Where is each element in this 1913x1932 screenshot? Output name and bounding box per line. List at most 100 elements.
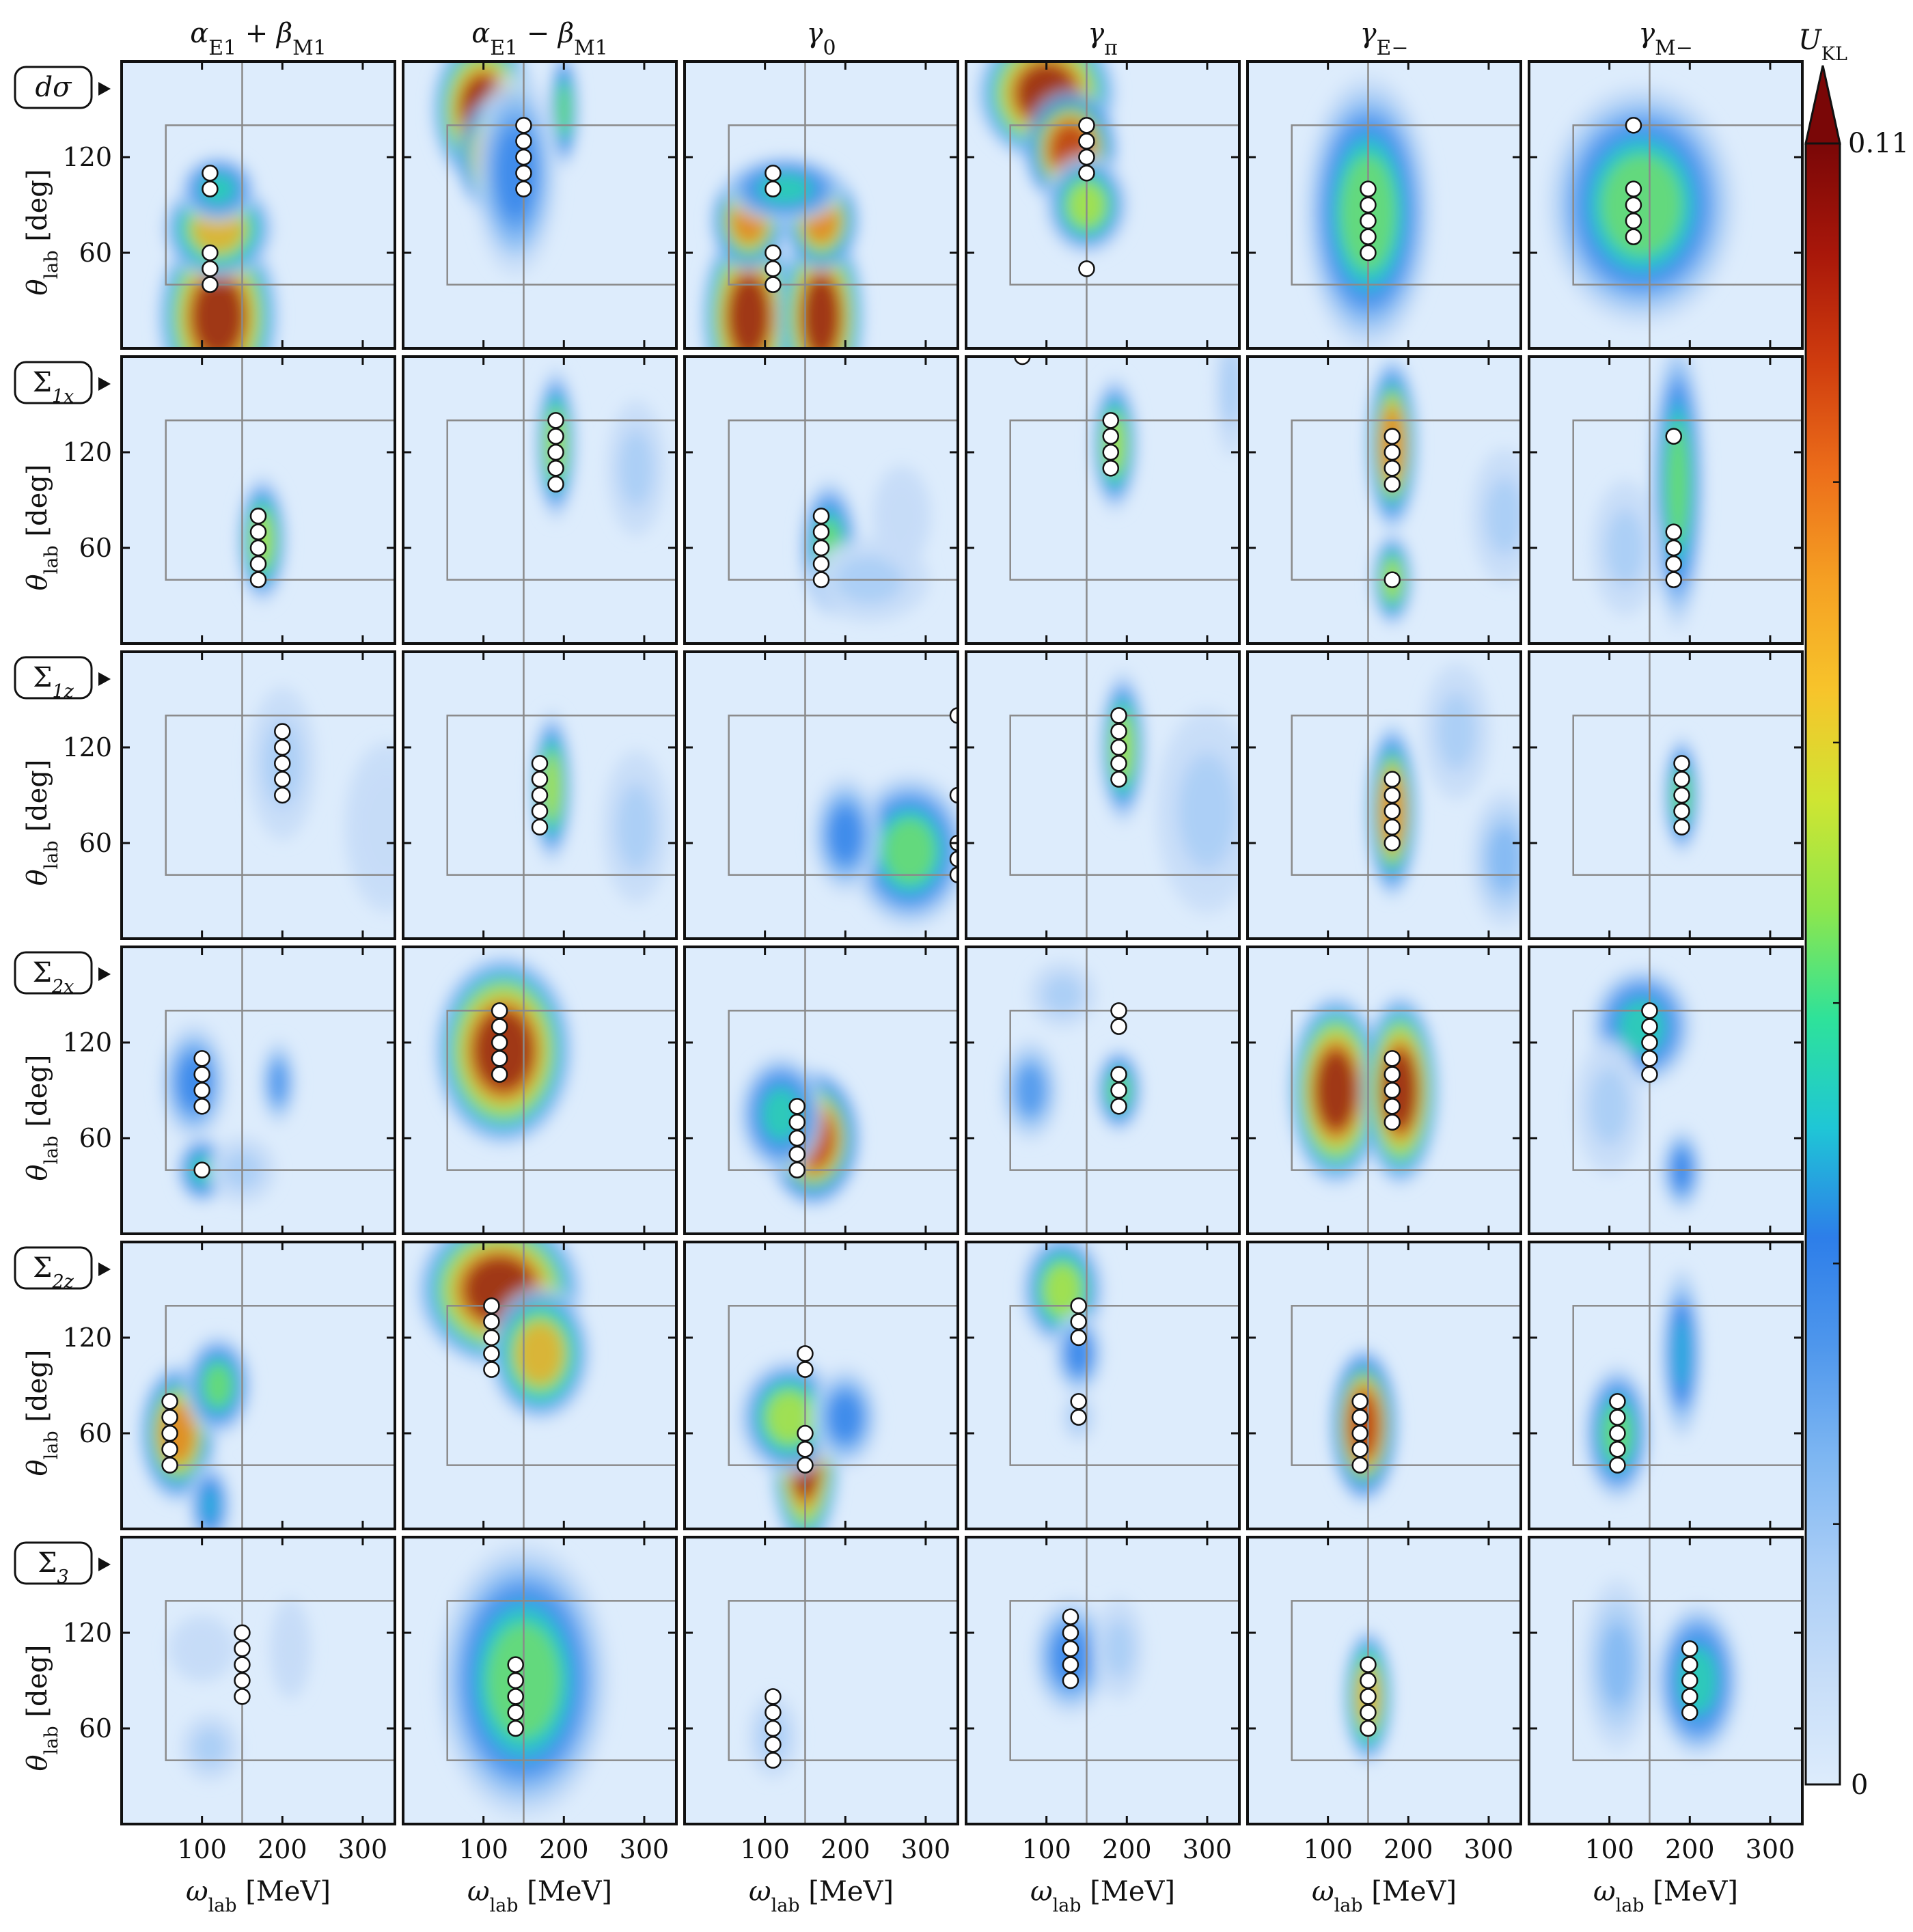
- data-point: [483, 1361, 500, 1378]
- data-point: [531, 786, 549, 804]
- data-point: [547, 443, 564, 461]
- inner-region-box: [446, 1010, 676, 1171]
- data-point: [531, 771, 549, 788]
- data-point: [1360, 1688, 1377, 1705]
- heatmap-field: [1287, 993, 1440, 1187]
- y-tick-label: 60: [79, 828, 112, 858]
- data-point: [515, 148, 532, 166]
- panel-frame: [1528, 1241, 1804, 1530]
- data-point: [1681, 1640, 1698, 1657]
- heatmap-field: [700, 154, 866, 348]
- data-point: [1110, 739, 1127, 756]
- x-tick-label: 100: [1584, 1834, 1634, 1864]
- inner-region-box: [1009, 124, 1239, 286]
- inner-region-box: [165, 715, 395, 876]
- data-point: [249, 555, 267, 572]
- x-axis-label: ωlab [MeV]: [1030, 1876, 1175, 1916]
- data-point: [1641, 1066, 1658, 1083]
- data-point: [1110, 1098, 1127, 1115]
- panel-frame: [965, 1536, 1241, 1825]
- heat-band: [1185, 769, 1229, 854]
- panel-r3-c6: [1528, 650, 1804, 940]
- data-point: [1014, 357, 1031, 365]
- data-point: [1102, 428, 1120, 445]
- panel-frame: [120, 355, 396, 645]
- panel-frame: [965, 60, 1241, 350]
- panel-frame: [683, 1536, 959, 1825]
- heat-band: [1224, 360, 1239, 417]
- y-axis-label: θlab [deg]: [22, 465, 62, 591]
- data-point: [1102, 460, 1120, 477]
- y-axis-label: θlab [deg]: [22, 760, 62, 886]
- data-point: [1681, 1656, 1698, 1673]
- heat-band: [889, 495, 914, 538]
- data-point: [1673, 818, 1690, 836]
- heat-band: [518, 1325, 562, 1382]
- data-point: [249, 539, 267, 557]
- column-title-4: γπ: [1088, 18, 1118, 60]
- data-point: [1609, 1457, 1626, 1474]
- panel-frame: [683, 355, 959, 645]
- data-point: [765, 1704, 782, 1721]
- data-point: [249, 508, 267, 525]
- data-point: [765, 1720, 782, 1737]
- inner-region-box: [728, 1600, 958, 1761]
- data-point: [1078, 117, 1095, 134]
- panel-frame: [683, 650, 959, 940]
- colorbar-gradient: [1806, 143, 1840, 1784]
- inner-region-box: [165, 1305, 395, 1466]
- x-axis-label: ωlab [MeV]: [1593, 1876, 1738, 1916]
- x-tick-label: 200: [1665, 1834, 1715, 1864]
- data-point: [1641, 1018, 1658, 1035]
- data-point: [812, 539, 830, 557]
- data-point: [202, 244, 219, 262]
- y-tick-label: 60: [79, 1418, 112, 1448]
- colorbar: UKL 0.11 0: [1798, 25, 1909, 1801]
- panel-frame: [120, 1241, 396, 1530]
- heatmap-field: [247, 684, 395, 915]
- x-axis-label: ωlab [MeV]: [186, 1876, 331, 1916]
- y-axis-label: θlab [deg]: [22, 1055, 62, 1181]
- data-point: [1351, 1393, 1368, 1410]
- heat-band: [557, 84, 570, 135]
- panel-frame: [683, 60, 959, 350]
- data-point: [1062, 1608, 1079, 1625]
- panel-frame: [1528, 60, 1804, 350]
- data-point: [1609, 1441, 1626, 1458]
- panel-r4-c2: [402, 946, 678, 1235]
- panel-frame: [402, 60, 678, 350]
- data-point: [1384, 1066, 1401, 1083]
- data-point: [1384, 571, 1401, 588]
- data-point: [1625, 196, 1642, 214]
- x-tick-label: 100: [1303, 1834, 1353, 1864]
- data-point: [765, 244, 782, 262]
- data-point: [1070, 1297, 1087, 1314]
- heatmap-field: [1328, 1346, 1400, 1504]
- observable-marker-icon: [98, 967, 111, 981]
- data-point: [202, 260, 219, 277]
- data-point: [1625, 212, 1642, 230]
- data-point: [161, 1441, 178, 1458]
- panel-r4-c4: [965, 946, 1241, 1235]
- inner-region-box: [1291, 1600, 1521, 1761]
- heat-band: [1490, 830, 1519, 887]
- heat-band: [1048, 980, 1077, 1009]
- x-tick-label: 200: [1102, 1834, 1152, 1864]
- data-point: [1681, 1704, 1698, 1721]
- panel-r5-c5: [1246, 1241, 1522, 1530]
- data-point: [1681, 1688, 1698, 1705]
- heat-band: [729, 277, 769, 348]
- data-point: [788, 1114, 806, 1131]
- panel-r1-c3: [683, 60, 959, 350]
- observable-label: Σ1z: [33, 662, 74, 702]
- data-point: [1384, 1081, 1401, 1099]
- data-point: [1625, 180, 1642, 197]
- data-point: [1110, 1081, 1127, 1099]
- x-axis-label: ωlab [MeV]: [749, 1876, 894, 1916]
- x-tick-label: 300: [338, 1834, 388, 1864]
- observable-label: Σ2z: [33, 1252, 74, 1293]
- observable-marker-icon: [98, 1262, 111, 1276]
- colorbar-frame: [1804, 142, 1841, 1786]
